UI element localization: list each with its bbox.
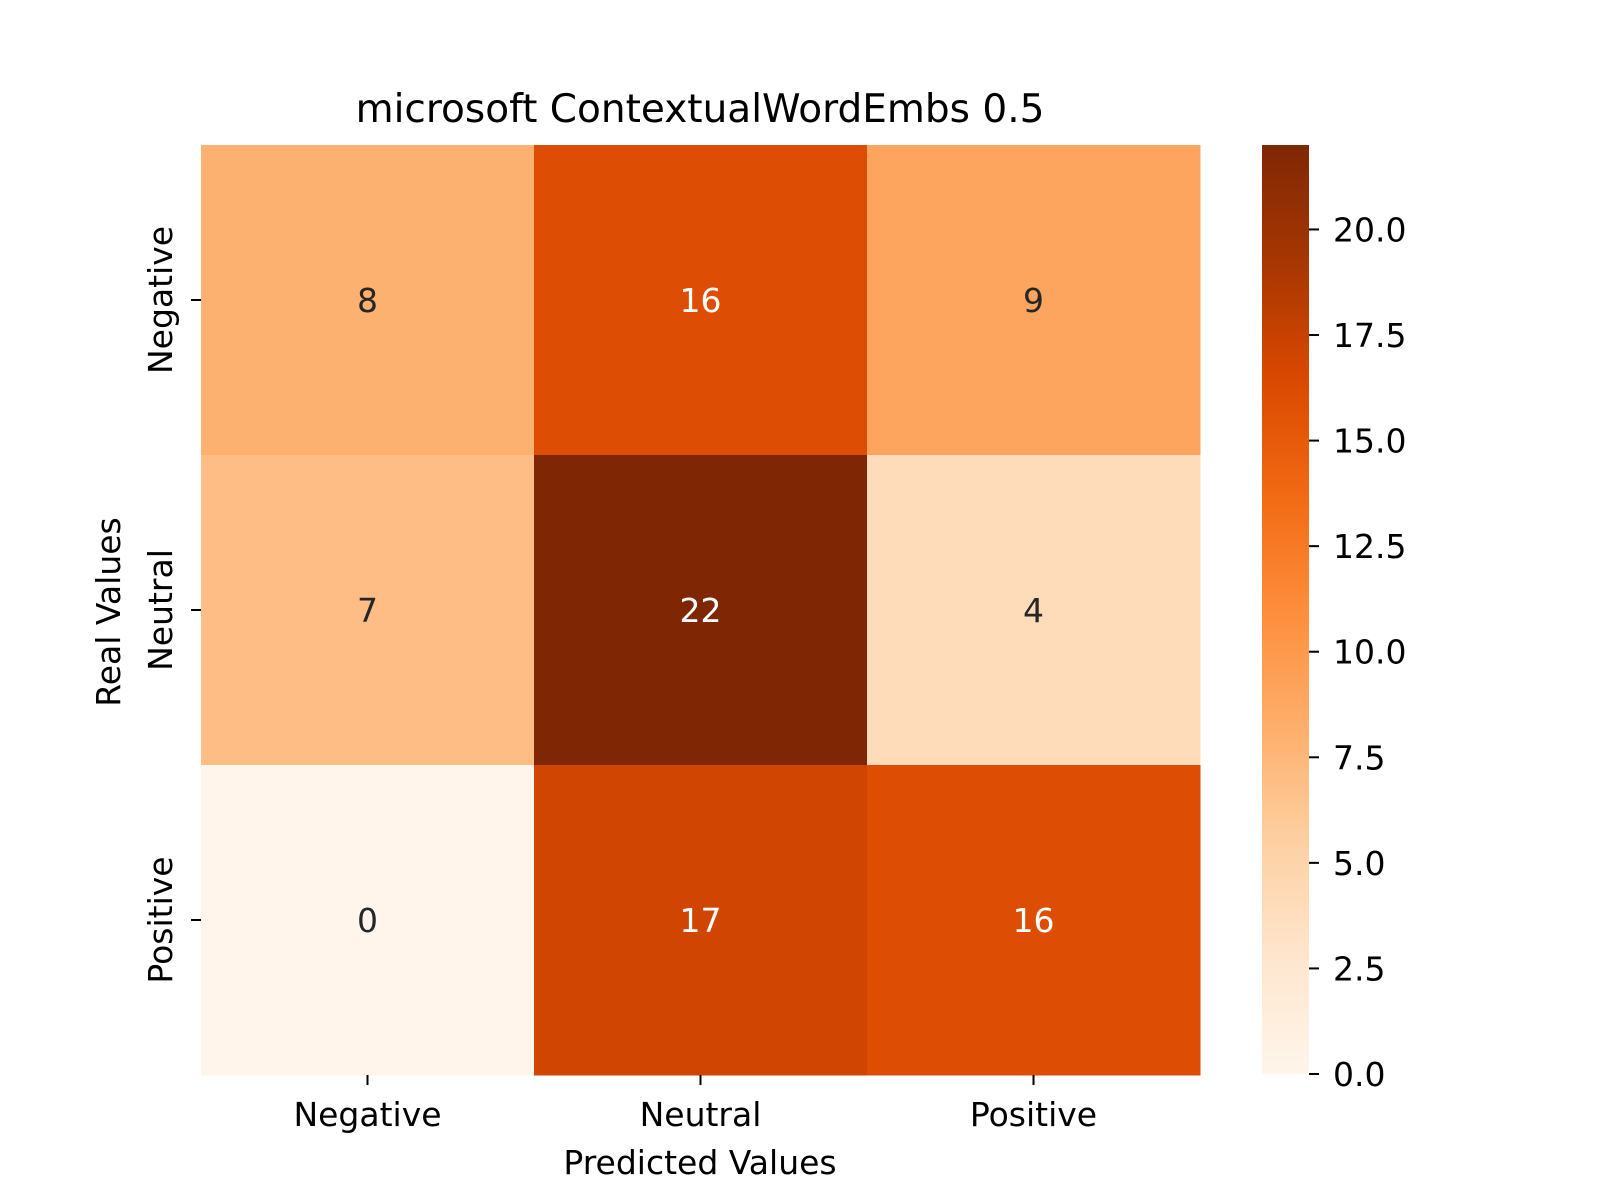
y-axis-label: Real Values (89, 517, 128, 706)
colorbar-tick-label-1: 2.5 (1333, 949, 1385, 988)
heatmap-cell-0-2 (867, 145, 1201, 456)
chart-title: microsoft ContextualWordEmbs 0.5 (356, 87, 1045, 132)
x-tick-label-2: Positive (970, 1095, 1097, 1134)
colorbar-tick-label-5: 12.5 (1333, 527, 1406, 566)
heatmap-cell-0-1 (534, 145, 868, 456)
cell-annotation-2-2: 16 (1013, 901, 1055, 940)
y-tick-label-1: Neutral (141, 549, 180, 671)
heatmap-cell-2-1 (534, 765, 868, 1076)
cell-annotation-1-2: 4 (1023, 591, 1044, 630)
heatmap-cell-1-0 (201, 455, 535, 766)
colorbar-tick-label-6: 15.0 (1333, 422, 1406, 461)
colorbar-gradient (1262, 145, 1309, 1074)
x-axis: Negative Neutral Positive (293, 1075, 1097, 1134)
cell-annotation-0-1: 16 (680, 281, 722, 320)
cell-annotation-2-1: 17 (680, 901, 722, 940)
x-axis-label: Predicted Values (563, 1143, 836, 1182)
colorbar: 0.0 2.5 5.0 7.5 10.0 12.5 15.0 17.5 20.0 (1262, 145, 1406, 1094)
cell-annotation-1-0: 7 (357, 591, 378, 630)
colorbar-tick-label-0: 0.0 (1333, 1055, 1385, 1094)
cell-annotation-2-0: 0 (357, 901, 378, 940)
colorbar-tick-label-8: 20.0 (1333, 210, 1406, 249)
heatmap-cells (201, 145, 1201, 1076)
cell-annotation-0-0: 8 (357, 281, 378, 320)
colorbar-tick-label-3: 7.5 (1333, 738, 1385, 777)
y-tick-label-2: Positive (141, 856, 180, 983)
y-tick-label-0: Negative (141, 226, 180, 374)
colorbar-tick-label-2: 5.0 (1333, 844, 1385, 883)
heatmap-cell-2-2 (867, 765, 1201, 1076)
cell-annotation-1-1: 22 (680, 591, 722, 630)
colorbar-tick-label-7: 17.5 (1333, 316, 1406, 355)
heatmap-cell-1-1 (534, 455, 868, 766)
colorbar-tick-label-4: 10.0 (1333, 633, 1406, 672)
heatmap-cell-0-0 (201, 145, 535, 456)
x-tick-label-1: Neutral (640, 1095, 762, 1134)
heatmap-cell-1-2 (867, 455, 1201, 766)
heatmap-cell-2-0 (201, 765, 535, 1076)
cell-annotation-0-2: 9 (1023, 281, 1044, 320)
cell-annotations: 8 16 9 7 22 4 0 17 16 (357, 281, 1055, 940)
x-tick-label-0: Negative (293, 1095, 441, 1134)
colorbar-ticks: 0.0 2.5 5.0 7.5 10.0 12.5 15.0 17.5 20.0 (1309, 210, 1406, 1094)
y-axis: Negative Neutral Positive (141, 226, 201, 984)
